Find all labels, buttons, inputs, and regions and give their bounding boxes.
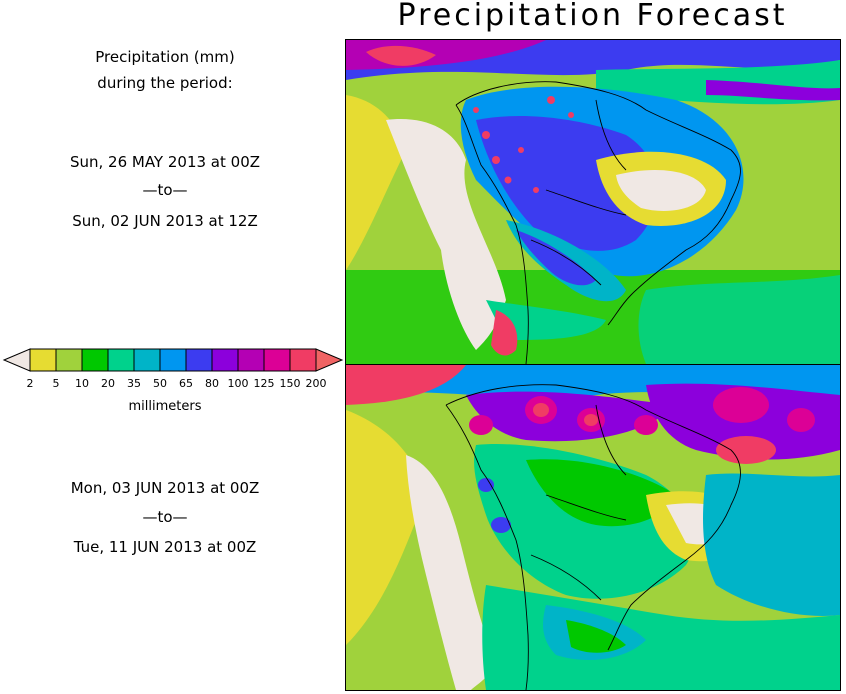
subtitle-line1: Precipitation (mm) <box>95 48 235 66</box>
colorbar-swatch <box>263 348 291 372</box>
colorbar-swatch <box>133 348 161 372</box>
period2-separator: —to— <box>142 508 188 526</box>
colorbar-arrow-low <box>2 348 31 372</box>
colorbar-swatch <box>55 348 83 372</box>
colorbar-tick-label: 200 <box>305 377 327 390</box>
colorbar-tick-label: 10 <box>75 377 89 390</box>
colorbar-tick-label: 20 <box>101 377 115 390</box>
period2-start: Mon, 03 JUN 2013 at 00Z <box>70 479 260 497</box>
colorbar-tick-label: 125 <box>253 377 275 390</box>
colorbar <box>2 348 344 372</box>
colorbar-tick-label: 80 <box>205 377 219 390</box>
precipitation-map-period2 <box>345 364 841 691</box>
colorbar-unit: millimeters <box>128 399 202 414</box>
colorbar-swatch <box>237 348 265 372</box>
colorbar-tick-label: 5 <box>52 377 60 390</box>
colorbar-tick-label: 50 <box>153 377 167 390</box>
colorbar-swatch <box>289 348 317 372</box>
colorbar-swatch <box>211 348 239 372</box>
colorbar-tick-label: 100 <box>227 377 249 390</box>
subtitle-line2: during the period: <box>97 74 233 92</box>
chart-title: Precipitation Forecast <box>397 0 788 33</box>
period1-start: Sun, 26 MAY 2013 at 00Z <box>69 153 261 171</box>
colorbar-tick-label: 2 <box>26 377 34 390</box>
colorbar-swatch <box>159 348 187 372</box>
colorbar-swatch <box>81 348 109 372</box>
colorbar-arrow-high <box>315 348 344 372</box>
colorbar-tick-label: 65 <box>179 377 193 390</box>
colorbar-tick-label: 35 <box>127 377 141 390</box>
colorbar-tick-label: 150 <box>279 377 301 390</box>
period2-end: Tue, 11 JUN 2013 at 00Z <box>73 538 257 556</box>
period1-end: Sun, 02 JUN 2013 at 12Z <box>72 212 258 230</box>
colorbar-swatch <box>185 348 213 372</box>
precipitation-map-period1 <box>345 39 841 365</box>
colorbar-swatch <box>107 348 135 372</box>
colorbar-swatch <box>29 348 57 372</box>
period1-separator: —to— <box>142 181 188 199</box>
